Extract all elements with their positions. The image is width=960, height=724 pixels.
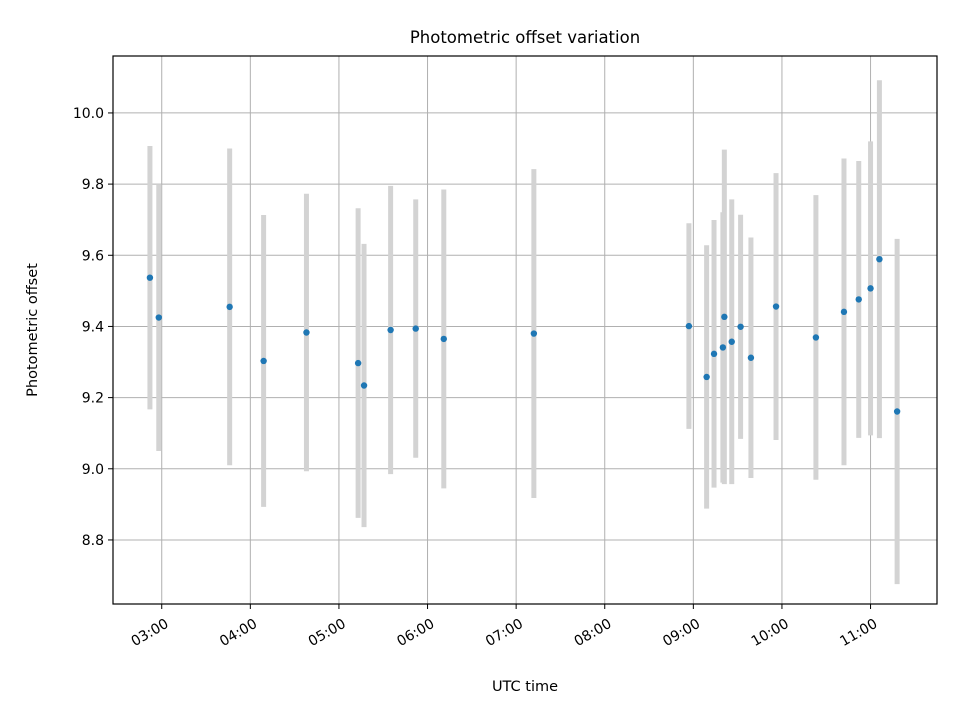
data-point xyxy=(226,303,233,311)
data-point xyxy=(440,335,447,343)
data-point xyxy=(855,296,862,303)
x-tick-label: 10:00 xyxy=(749,616,792,650)
y-axis-label: Photometric offset xyxy=(25,263,41,397)
y-tick-label: 9.8 xyxy=(82,177,104,193)
data-point xyxy=(876,255,883,263)
data-point xyxy=(812,334,820,341)
point-layer xyxy=(146,255,901,415)
data-point xyxy=(728,338,735,345)
y-tick-label: 9.6 xyxy=(82,248,104,264)
x-tick-label: 03:00 xyxy=(129,616,172,650)
data-point xyxy=(840,308,848,316)
plot-frame xyxy=(112,55,938,605)
y-tick-label: 9.4 xyxy=(82,319,104,335)
chart-title: Photometric offset variation xyxy=(410,28,640,47)
data-point xyxy=(747,354,755,361)
data-point xyxy=(737,323,744,330)
errorbar-layer xyxy=(147,80,900,585)
x-tick-label: 04:00 xyxy=(217,616,260,650)
x-tick-label: 07:00 xyxy=(483,616,526,650)
x-tick-label: 05:00 xyxy=(306,616,349,650)
data-point xyxy=(703,373,710,381)
data-point xyxy=(710,350,718,358)
x-tick-label: 11:00 xyxy=(837,616,880,650)
data-point xyxy=(412,325,419,332)
x-axis-label: UTC time xyxy=(492,679,558,695)
data-point xyxy=(530,330,538,337)
x-tick-label: 06:00 xyxy=(394,616,437,650)
data-point xyxy=(360,382,368,389)
y-tick-label: 9.2 xyxy=(82,391,104,407)
y-tick-label: 8.8 xyxy=(82,533,104,549)
data-point xyxy=(772,303,780,310)
data-point xyxy=(719,344,727,351)
data-point xyxy=(893,408,901,415)
y-tick-label: 10.0 xyxy=(73,106,104,122)
data-point xyxy=(721,313,728,321)
x-tick-label: 08:00 xyxy=(572,616,615,650)
data-point xyxy=(354,359,362,367)
data-point xyxy=(685,322,693,330)
data-point xyxy=(260,357,267,365)
data-point xyxy=(867,285,874,292)
data-point xyxy=(146,274,154,281)
data-point xyxy=(303,329,310,336)
x-tick-label: 09:00 xyxy=(660,616,703,650)
y-tick-label: 9.0 xyxy=(82,462,104,478)
tick-layer: 03:00 04:00 05:00 06:00 07:00 08:00 09:00 10:00… xyxy=(73,106,881,650)
data-point xyxy=(387,326,394,334)
data-point xyxy=(155,314,162,321)
grid-layer xyxy=(113,56,937,604)
